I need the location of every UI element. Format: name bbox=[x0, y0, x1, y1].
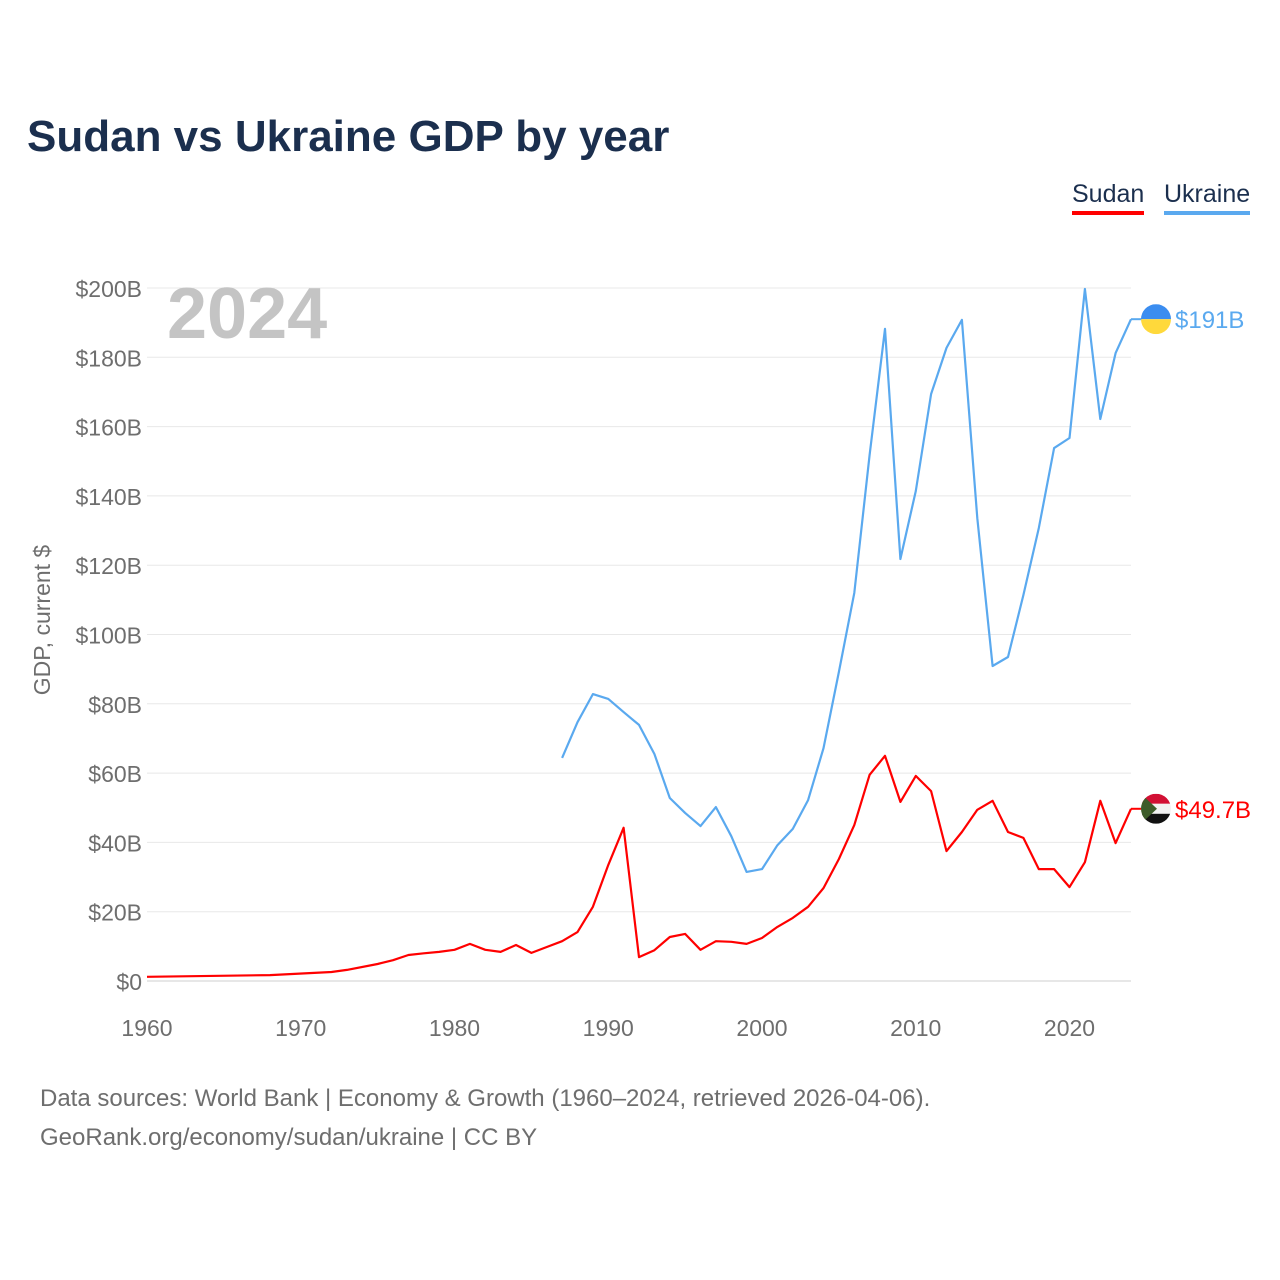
y-tick-label: $0 bbox=[116, 969, 142, 995]
legend-ukraine[interactable]: Ukraine bbox=[1164, 180, 1251, 215]
x-tick-label: 1990 bbox=[583, 1015, 634, 1041]
series-line-sudan bbox=[146, 754, 1133, 978]
y-tick-label: $40B bbox=[88, 830, 142, 856]
year-watermark: 2024 bbox=[167, 274, 327, 354]
sudan-end-label: $49.7B bbox=[1175, 797, 1251, 824]
y-tick-label: $140B bbox=[75, 484, 142, 510]
ukraine-end-label: $191B bbox=[1175, 307, 1244, 334]
y-tick-label: $20B bbox=[88, 900, 142, 926]
series-line-ukraine bbox=[561, 287, 1133, 873]
y-tick-label: $100B bbox=[75, 623, 142, 649]
y-tick-label: $120B bbox=[75, 553, 142, 579]
y-axis-label: GDP, current $ bbox=[29, 545, 55, 696]
sudan-flag-icon bbox=[1141, 793, 1171, 824]
ukraine-flag-icon bbox=[1141, 304, 1171, 335]
chart-title: Sudan vs Ukraine GDP by year bbox=[27, 112, 670, 161]
x-tick-label: 2020 bbox=[1044, 1015, 1095, 1041]
x-tick-label: 2000 bbox=[736, 1015, 787, 1041]
x-tick-label: 2010 bbox=[890, 1015, 941, 1041]
legend-sudan[interactable]: Sudan bbox=[1072, 180, 1145, 215]
y-tick-label: $80B bbox=[88, 692, 142, 718]
y-tick-label: $180B bbox=[75, 345, 142, 371]
y-tick-label: $60B bbox=[88, 761, 142, 787]
x-tick-label: 1970 bbox=[275, 1015, 326, 1041]
y-tick-label: $160B bbox=[75, 415, 142, 441]
footer-sources: Data sources: World Bank | Economy & Gro… bbox=[40, 1085, 931, 1112]
x-tick-label: 1980 bbox=[429, 1015, 480, 1041]
y-tick-label: $200B bbox=[75, 276, 142, 302]
footer-link[interactable]: GeoRank.org/economy/sudan/ukraine | CC B… bbox=[40, 1124, 538, 1151]
x-tick-label: 1960 bbox=[121, 1015, 172, 1041]
